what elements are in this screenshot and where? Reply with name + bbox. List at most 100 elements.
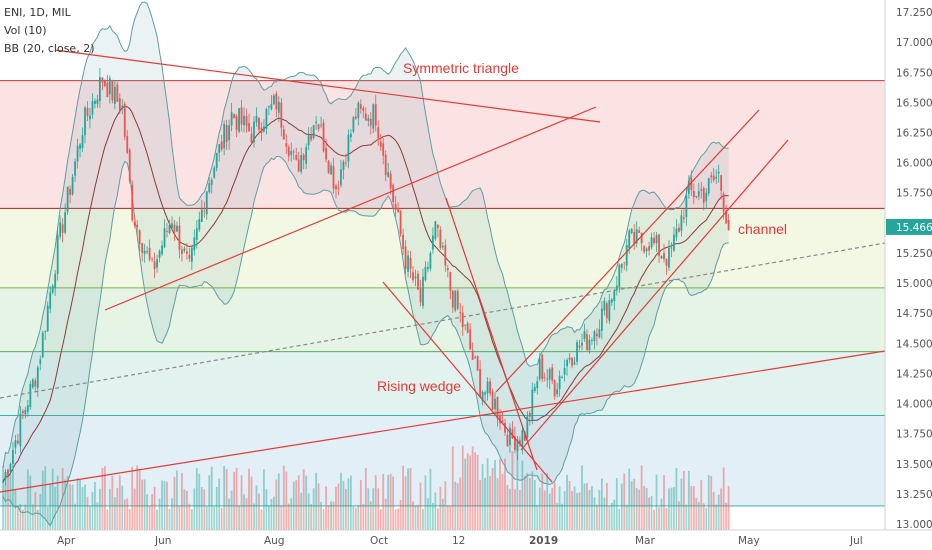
volume-bar	[506, 484, 509, 530]
volume-bar	[106, 509, 109, 530]
volume-bar	[605, 483, 608, 530]
volume-bar	[126, 498, 129, 530]
price-tick-label: 16.250	[896, 128, 932, 140]
candle-body	[591, 340, 593, 341]
volume-bar	[533, 479, 536, 530]
volume-bar	[618, 508, 621, 530]
legend-volume: Vol (10)	[4, 24, 47, 37]
candle-body	[556, 389, 559, 395]
volume-bar	[494, 459, 496, 530]
candle-body	[618, 264, 621, 287]
dashed-trend-line	[0, 242, 886, 399]
candle-body	[141, 243, 144, 253]
volume-bar	[238, 505, 240, 530]
time-axis[interactable]: Apr Jun Aug Oct 12 2019 Mar May Jul	[0, 529, 932, 550]
volume-bar	[526, 473, 529, 530]
candle-body	[499, 414, 501, 424]
volume-bar	[707, 475, 710, 530]
band-upper	[0, 80, 885, 209]
volume-bar	[459, 477, 462, 530]
candle-body	[96, 99, 99, 104]
candle-body	[228, 125, 231, 141]
candle-body	[673, 234, 675, 251]
price-tick-label: 13.500	[896, 459, 932, 471]
volume-bar	[548, 493, 551, 530]
candle-body	[103, 80, 106, 87]
candle-body	[59, 222, 62, 237]
candle-body	[345, 162, 347, 164]
candle-body	[143, 250, 146, 254]
candle-body	[116, 84, 119, 102]
volume-bar	[263, 469, 265, 530]
candle-body	[680, 215, 683, 231]
price-tick-label: 14.250	[896, 368, 932, 380]
annotation-symmetric-triangle: Symmetric triangle	[403, 60, 519, 76]
candle-body	[407, 255, 409, 272]
candle-body	[263, 126, 265, 132]
candle-body	[195, 228, 198, 240]
candle-body	[633, 231, 636, 245]
candle-body	[121, 105, 124, 110]
candle-body	[446, 268, 449, 271]
volume-bar	[56, 475, 59, 530]
candle-body	[514, 436, 516, 450]
volume-bar	[233, 471, 236, 530]
candle-body	[712, 175, 715, 180]
candle-body	[51, 285, 54, 293]
volume-bar	[660, 498, 663, 530]
candle-body	[464, 324, 467, 326]
channel-upper-line	[495, 109, 760, 393]
candle-body	[153, 261, 156, 269]
candle-body	[248, 123, 250, 132]
volume-bar	[566, 474, 568, 530]
candle-body	[111, 80, 114, 101]
volume-bar	[240, 475, 243, 530]
volume-bar	[46, 506, 49, 530]
candle-body	[218, 144, 221, 153]
volume-bar	[153, 486, 156, 530]
volume-bar	[292, 481, 295, 530]
volume-bar	[725, 502, 728, 530]
volume-bar	[422, 508, 424, 530]
volume-bar	[491, 468, 494, 530]
volume-bar	[464, 458, 467, 530]
price-axis[interactable]: 13.000 13.250 13.500 13.750 14.000 14.250 14.5…	[884, 0, 932, 531]
candle-body	[379, 141, 382, 147]
volume-bar	[518, 489, 521, 530]
volume-bar	[342, 480, 345, 530]
volume-bar	[166, 481, 168, 530]
candle-body	[327, 161, 330, 173]
volume-bar	[34, 492, 37, 530]
candle-body	[213, 167, 216, 178]
price-axis-background	[885, 0, 932, 530]
volume-bar	[245, 498, 248, 530]
volume-bar	[466, 453, 469, 530]
volume-bar	[603, 497, 606, 530]
volume-bar	[392, 476, 395, 530]
candle-body	[156, 259, 158, 268]
candle-body	[223, 124, 226, 149]
time-tick-label: Mar	[635, 535, 655, 547]
time-tick-label: Jul	[849, 535, 863, 547]
candle-body	[526, 416, 529, 438]
volume-bar	[200, 487, 203, 530]
candle-body	[185, 251, 188, 254]
volume-bar	[161, 480, 163, 530]
volume-bar	[340, 472, 342, 530]
volume-bar	[635, 487, 638, 530]
candle-body	[69, 188, 71, 195]
volume-bar	[290, 498, 293, 530]
candle-body	[491, 391, 494, 410]
candle-body	[417, 273, 419, 290]
candle-body	[638, 230, 641, 233]
candle-body	[66, 186, 69, 212]
volume-bar	[692, 486, 695, 530]
volume-bar	[347, 478, 350, 530]
volume-bar	[253, 503, 255, 530]
candle-body	[451, 290, 454, 308]
candle-body	[568, 357, 571, 360]
volume-bar	[424, 475, 427, 530]
candle-body	[99, 77, 101, 101]
volume-bar	[29, 475, 32, 530]
